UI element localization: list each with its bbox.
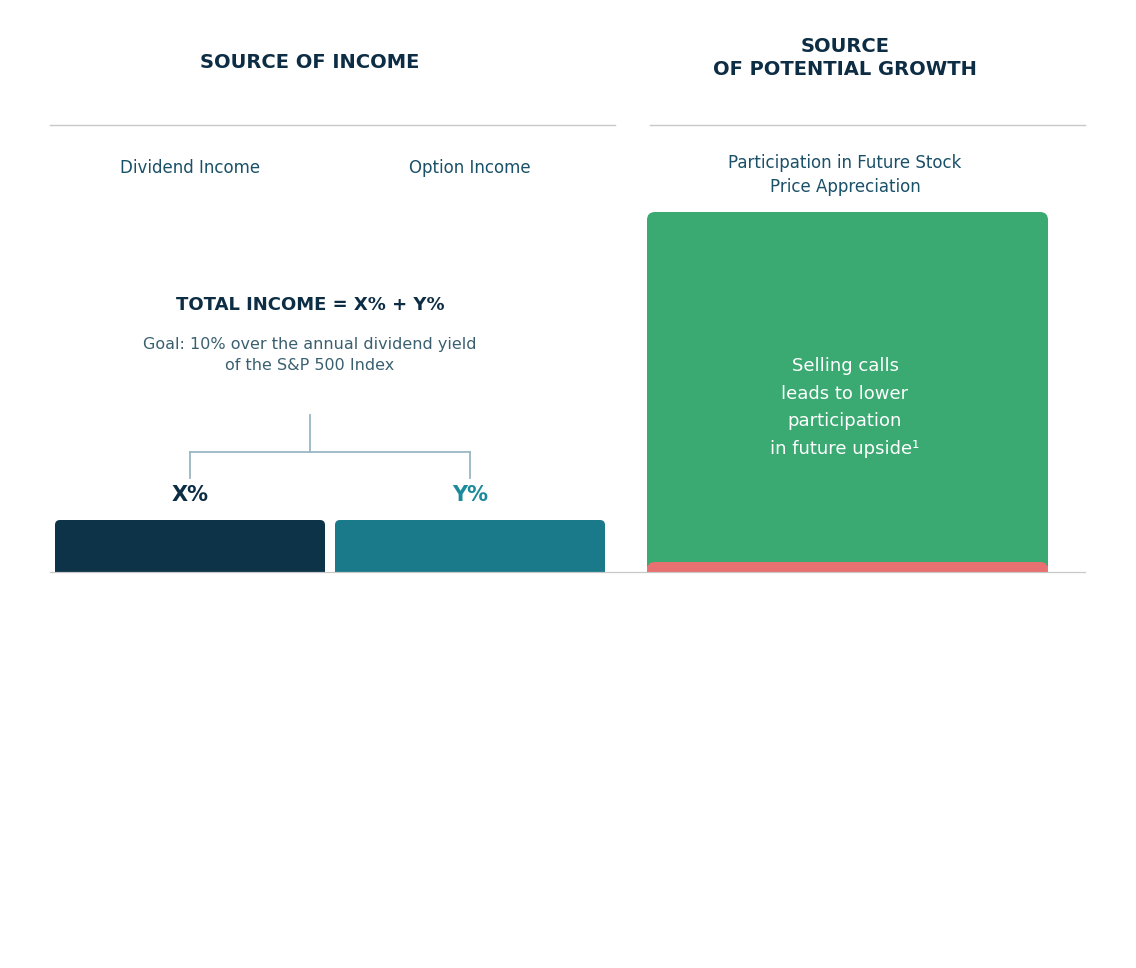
Text: Participation in Future Stock
Price Appreciation: Participation in Future Stock Price Appr…: [728, 154, 962, 196]
Text: TOTAL INCOME = X% + Y%: TOTAL INCOME = X% + Y%: [176, 296, 444, 314]
Text: Y%: Y%: [452, 485, 488, 505]
Text: X%: X%: [172, 485, 209, 505]
Text: Dividend Income: Dividend Income: [120, 159, 260, 177]
Text: Option Income: Option Income: [409, 159, 531, 177]
Bar: [0, 572, 1136, 968]
Text: SOURCE OF INCOME: SOURCE OF INCOME: [200, 52, 419, 72]
Text: SOURCE
OF POTENTIAL GROWTH: SOURCE OF POTENTIAL GROWTH: [713, 37, 977, 79]
Text: call premiums: call premiums: [411, 521, 528, 539]
FancyBboxPatch shape: [335, 520, 605, 640]
FancyBboxPatch shape: [648, 212, 1049, 573]
Text: dividends: dividends: [150, 521, 231, 539]
Text: Selling calls
leads to lower
participation
in future upside¹: Selling calls leads to lower participati…: [770, 357, 920, 458]
FancyBboxPatch shape: [648, 562, 1049, 888]
Text: Full participation
in future
downside: Full participation in future downside: [769, 688, 920, 762]
Text: Goal: 10% over the annual dividend yield
of the S&P 500 Index: Goal: 10% over the annual dividend yield…: [143, 337, 477, 373]
FancyBboxPatch shape: [55, 520, 325, 640]
